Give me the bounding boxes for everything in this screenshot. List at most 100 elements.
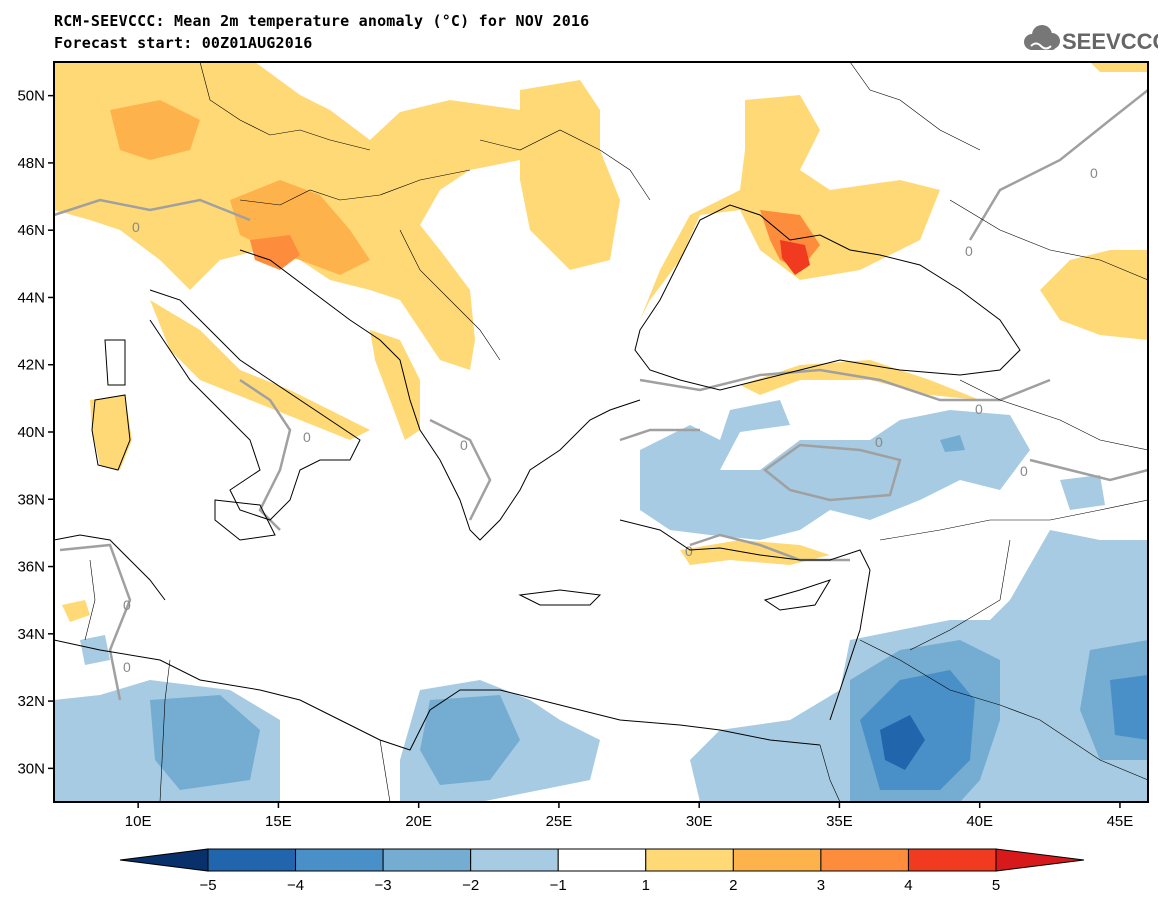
warm-region-dalmatia — [370, 330, 420, 440]
coastline-crete — [518, 589, 602, 606]
contour-label: 0 — [685, 543, 693, 559]
border-line — [819, 744, 841, 802]
cold-region-caucasus-south — [1060, 475, 1105, 510]
warm-region-ukraine — [520, 80, 620, 270]
contour-line-zero — [429, 418, 492, 521]
contour-label: 0 — [123, 597, 131, 613]
lon-tick-label: 15E — [265, 813, 292, 830]
lat-tick-label: 34N — [17, 626, 45, 643]
colorbar-label: 2 — [729, 877, 737, 894]
contour-label: 0 — [875, 434, 883, 450]
warm-anomaly-regions — [54, 62, 1148, 622]
contour-line-zero — [54, 198, 251, 222]
colorbar-label: −4 — [287, 877, 304, 894]
contour-line-zero — [619, 428, 700, 442]
border-line — [909, 539, 1011, 651]
coastline-africa — [54, 639, 821, 751]
lon-tick-label: 10E — [125, 813, 152, 830]
coastline-anatolia-south — [619, 519, 871, 571]
warm-region-sardinia — [90, 395, 132, 470]
border-line — [199, 62, 371, 151]
map-area: 0 0 0 0 0 0 0 0 0 0 0 — [54, 62, 1148, 802]
lat-tick-label: 30N — [17, 760, 45, 777]
lat-tick-label: 46N — [17, 222, 45, 239]
warm-region-volga — [1090, 62, 1148, 72]
warm-region-crimea-core — [780, 240, 810, 275]
coastline-black-sea — [634, 204, 1021, 391]
cold-region-iraq-core — [1110, 675, 1148, 740]
logo-text: SEEVCCC — [1062, 29, 1158, 54]
coastline-italy — [149, 289, 361, 521]
lon-tick-label: 45E — [1107, 813, 1134, 830]
seevccc-logo: SEEVCCC — [1024, 25, 1158, 54]
colorbar-labels: −5 −4 −3 −2 −1 1 2 3 4 5 — [199, 877, 1000, 894]
contour-line-zero — [762, 443, 902, 502]
contour-line-zero — [239, 378, 292, 531]
cold-region-east-anatolia — [940, 435, 965, 452]
coastline-sicily — [214, 499, 276, 541]
border-line — [879, 499, 1148, 541]
coastline-balkans — [239, 249, 641, 541]
border-line — [479, 129, 651, 201]
coastline-tunisia — [54, 534, 166, 601]
coastline-cyprus — [763, 579, 832, 611]
lat-tick-label: 40N — [17, 424, 45, 441]
cold-region-anatolia — [640, 400, 1030, 540]
coastlines — [54, 204, 1021, 751]
border-line — [239, 169, 471, 206]
forecast-start-label: Forecast start: 00Z01AUG2016 — [54, 34, 313, 52]
contour-label: 0 — [303, 429, 311, 445]
cold-region-jordan-center — [880, 715, 925, 770]
cold-region-libya-west-core — [150, 695, 260, 790]
coastline-sardinia — [91, 394, 131, 471]
warm-region-italy-coast — [150, 300, 370, 440]
lon-tick-label: 20E — [405, 813, 432, 830]
longitude-axis: 10E 15E 20E 25E 30E 35E 40E 45E — [125, 802, 1133, 830]
contour-line-zero — [59, 543, 132, 701]
cold-region-algeria — [80, 635, 110, 665]
lat-tick-label: 50N — [17, 88, 45, 105]
border-line — [84, 559, 96, 641]
colorbar-label: 4 — [904, 877, 912, 894]
warm-region-adriatic — [250, 235, 300, 270]
lat-tick-label: 32N — [17, 693, 45, 710]
border-line — [949, 199, 1148, 281]
lon-tick-label: 25E — [546, 813, 573, 830]
warm-region-crimea-north — [640, 95, 940, 320]
colorbar-label: −2 — [462, 877, 479, 894]
contour-label: 0 — [1020, 463, 1028, 479]
lat-tick-label: 36N — [17, 559, 45, 576]
country-borders — [84, 62, 1148, 802]
anomaly-map: 0 0 0 0 0 0 0 0 0 0 0 — [17, 61, 1149, 830]
contour-label: 0 — [965, 243, 973, 259]
border-line — [379, 739, 391, 802]
colorbar-label: −3 — [375, 877, 392, 894]
lon-tick-label: 35E — [826, 813, 853, 830]
contour-label: 0 — [1090, 165, 1098, 181]
contour-line-zero — [1029, 458, 1148, 482]
contour-label: 0 — [123, 659, 131, 675]
lat-tick-label: 38N — [17, 491, 45, 508]
lon-tick-label: 30E — [686, 813, 713, 830]
lon-tick-label: 40E — [966, 813, 993, 830]
map-title: RCM-SEEVCCC: Mean 2m temperature anomaly… — [54, 12, 590, 30]
contour-labels: 0 0 0 0 0 0 0 0 0 0 0 — [123, 165, 1098, 675]
border-line — [849, 62, 981, 151]
cold-anomaly-regions — [54, 400, 1148, 802]
lat-tick-label: 44N — [17, 289, 45, 306]
border-line — [399, 229, 501, 361]
warm-region-alps — [230, 180, 370, 275]
colorbar-label: 3 — [817, 877, 825, 894]
lat-tick-label: 42N — [17, 357, 45, 374]
colorbar-label: 5 — [992, 877, 1000, 894]
contour-label: 0 — [132, 219, 140, 235]
warm-region-france — [110, 100, 200, 160]
border-line — [959, 379, 1148, 451]
contour-label: 0 — [460, 437, 468, 453]
latitude-axis: 50N 48N 46N 44N 42N 40N 38N 36N 34N 32N 30N — [17, 88, 54, 777]
coastline-corsica — [104, 339, 126, 386]
lat-tick-label: 48N — [17, 155, 45, 172]
border-line — [159, 659, 171, 802]
colorbar-label: 1 — [642, 877, 650, 894]
border-line — [859, 639, 1148, 781]
